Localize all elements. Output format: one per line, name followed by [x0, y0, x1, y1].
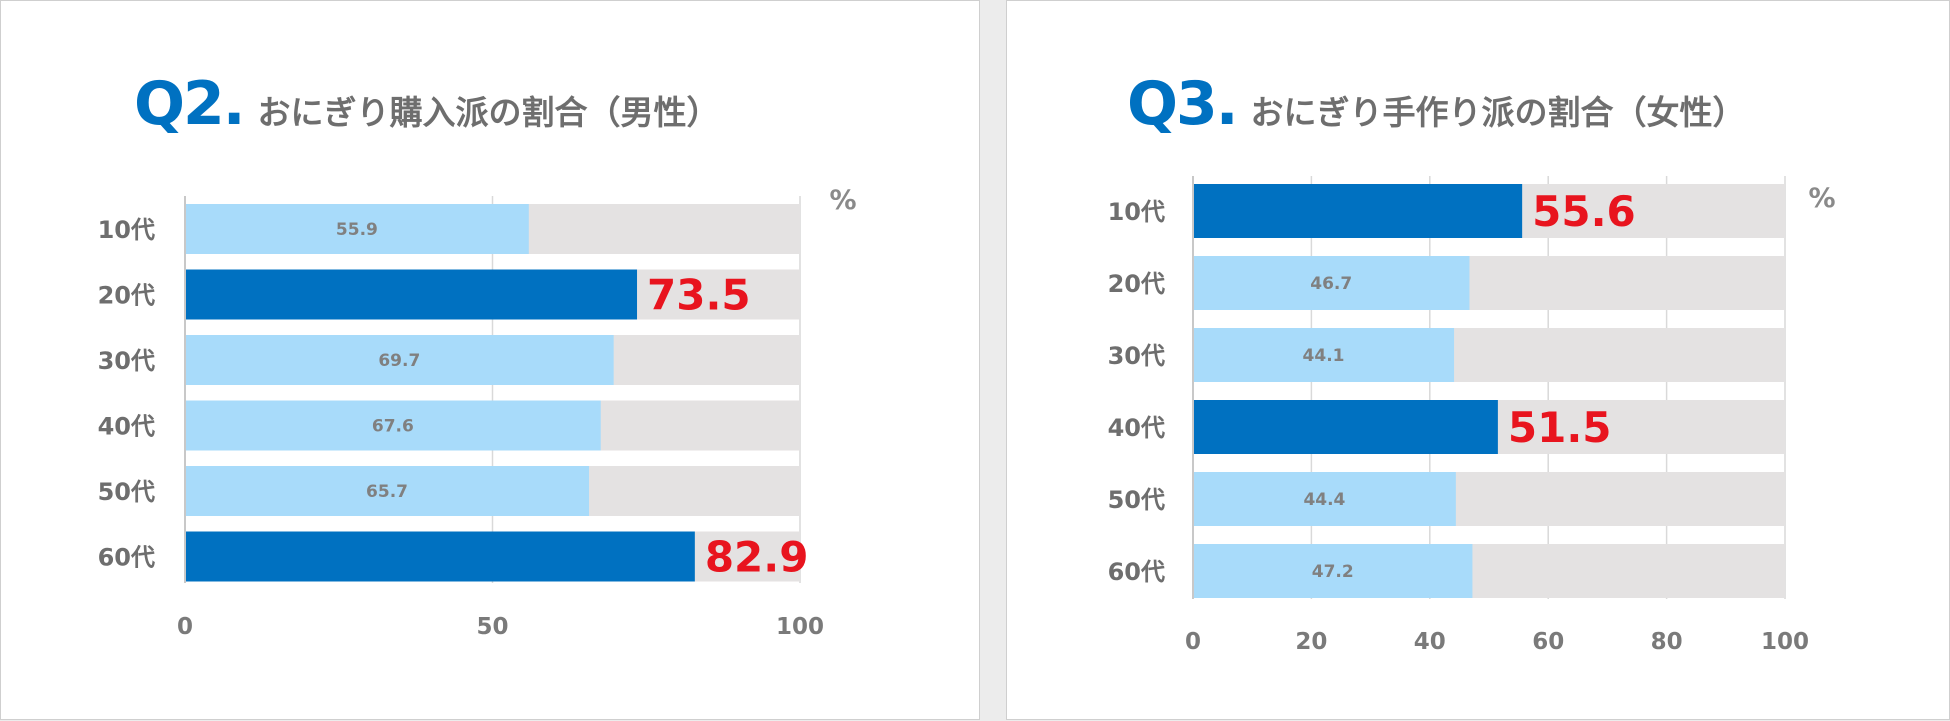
data-label: 47.2	[1312, 562, 1354, 582]
bar-row: 10代 55.9	[98, 204, 800, 254]
question-number: Q2.	[134, 69, 246, 139]
x-tick-label: 80	[1651, 629, 1683, 655]
data-label: 55.9	[336, 220, 378, 240]
data-label: 51.5	[1508, 403, 1612, 452]
question-number: Q3.	[1127, 69, 1239, 139]
category-label: 30代	[1108, 342, 1165, 370]
data-label: 55.6	[1532, 187, 1636, 236]
bar-row: 20代 46.7	[1108, 256, 1785, 310]
category-label: 60代	[98, 544, 155, 572]
bar-row: 30代 44.1	[1108, 328, 1785, 382]
data-label: 65.7	[366, 482, 408, 502]
bar	[1193, 400, 1498, 454]
bar	[1193, 184, 1523, 238]
x-tick-label: 60	[1532, 629, 1564, 655]
bar-row: 40代 67.6	[98, 400, 800, 451]
bar	[1193, 472, 1456, 526]
category-label: 50代	[1108, 486, 1165, 514]
data-label: 44.4	[1303, 490, 1345, 510]
bar-row: 50代 65.7	[98, 466, 800, 516]
x-tick-label: 0	[1185, 629, 1201, 655]
bar-row: 40代 51.5	[1108, 400, 1785, 454]
x-tick-label: 50	[476, 614, 508, 640]
bar-row: 10代 55.6	[1108, 184, 1785, 238]
category-label: 10代	[1108, 198, 1165, 226]
bar-row: 20代 73.5	[98, 269, 800, 320]
category-label: 40代	[98, 413, 155, 441]
x-tick-label: 40	[1414, 629, 1446, 655]
question-text: おにぎり購入派の割合（男性）	[257, 93, 720, 132]
category-label: 40代	[1108, 414, 1165, 442]
bar-chart-male: 0 50 100% 10代 55.9 20代 73.5 30代 69.7 40代 67.6 50代 65…	[98, 185, 857, 640]
category-label: 20代	[1108, 270, 1165, 298]
bar	[185, 204, 529, 254]
bar-chart-female: 0 20 40 60 80 100% 10代 55.6 20代 46.7 30代 44.1 40代 51.…	[1108, 176, 1836, 655]
chart-title: Q2. おにぎり購入派の割合（男性）	[134, 69, 720, 139]
x-tick-label: 0	[177, 614, 193, 640]
x-tick-label: 100	[1761, 629, 1809, 655]
bar-row: 60代 82.9	[98, 531, 809, 582]
data-label: 44.1	[1303, 346, 1345, 366]
data-label: 73.5	[647, 271, 751, 320]
bar	[185, 400, 601, 451]
bar	[185, 466, 590, 516]
unit-label: %	[829, 185, 856, 216]
data-label: 82.9	[705, 533, 809, 582]
x-tick-label: 100	[776, 614, 824, 640]
category-label: 60代	[1108, 558, 1165, 586]
unit-label: %	[1808, 183, 1835, 214]
chart-title: Q3. おにぎり手作り派の割合（女性）	[1127, 69, 1746, 139]
category-label: 50代	[98, 478, 155, 506]
bar	[185, 335, 614, 385]
category-label: 10代	[98, 216, 155, 244]
x-tick-label: 20	[1295, 629, 1327, 655]
category-label: 30代	[98, 347, 155, 375]
bar-row: 30代 69.7	[98, 335, 800, 385]
bar	[185, 269, 638, 320]
bar	[1193, 256, 1470, 310]
bar	[1193, 328, 1455, 382]
category-label: 20代	[98, 282, 155, 310]
data-label: 69.7	[378, 351, 420, 371]
chart-panel-female: Q3. おにぎり手作り派の割合（女性） 0 20 40 60 80 100% 10代 55.6 2…	[1006, 0, 1950, 720]
bar	[185, 531, 695, 582]
bar-row: 50代 44.4	[1108, 472, 1785, 526]
question-text: おにぎり手作り派の割合（女性）	[1250, 93, 1746, 132]
bar-row: 60代 47.2	[1108, 544, 1785, 598]
data-label: 46.7	[1310, 274, 1352, 294]
chart-panel-male: Q2. おにぎり購入派の割合（男性） 0 50 100% 10代 55.9 20代 73.5 3…	[0, 0, 980, 720]
data-label: 67.6	[372, 417, 414, 437]
bar	[1193, 544, 1473, 598]
